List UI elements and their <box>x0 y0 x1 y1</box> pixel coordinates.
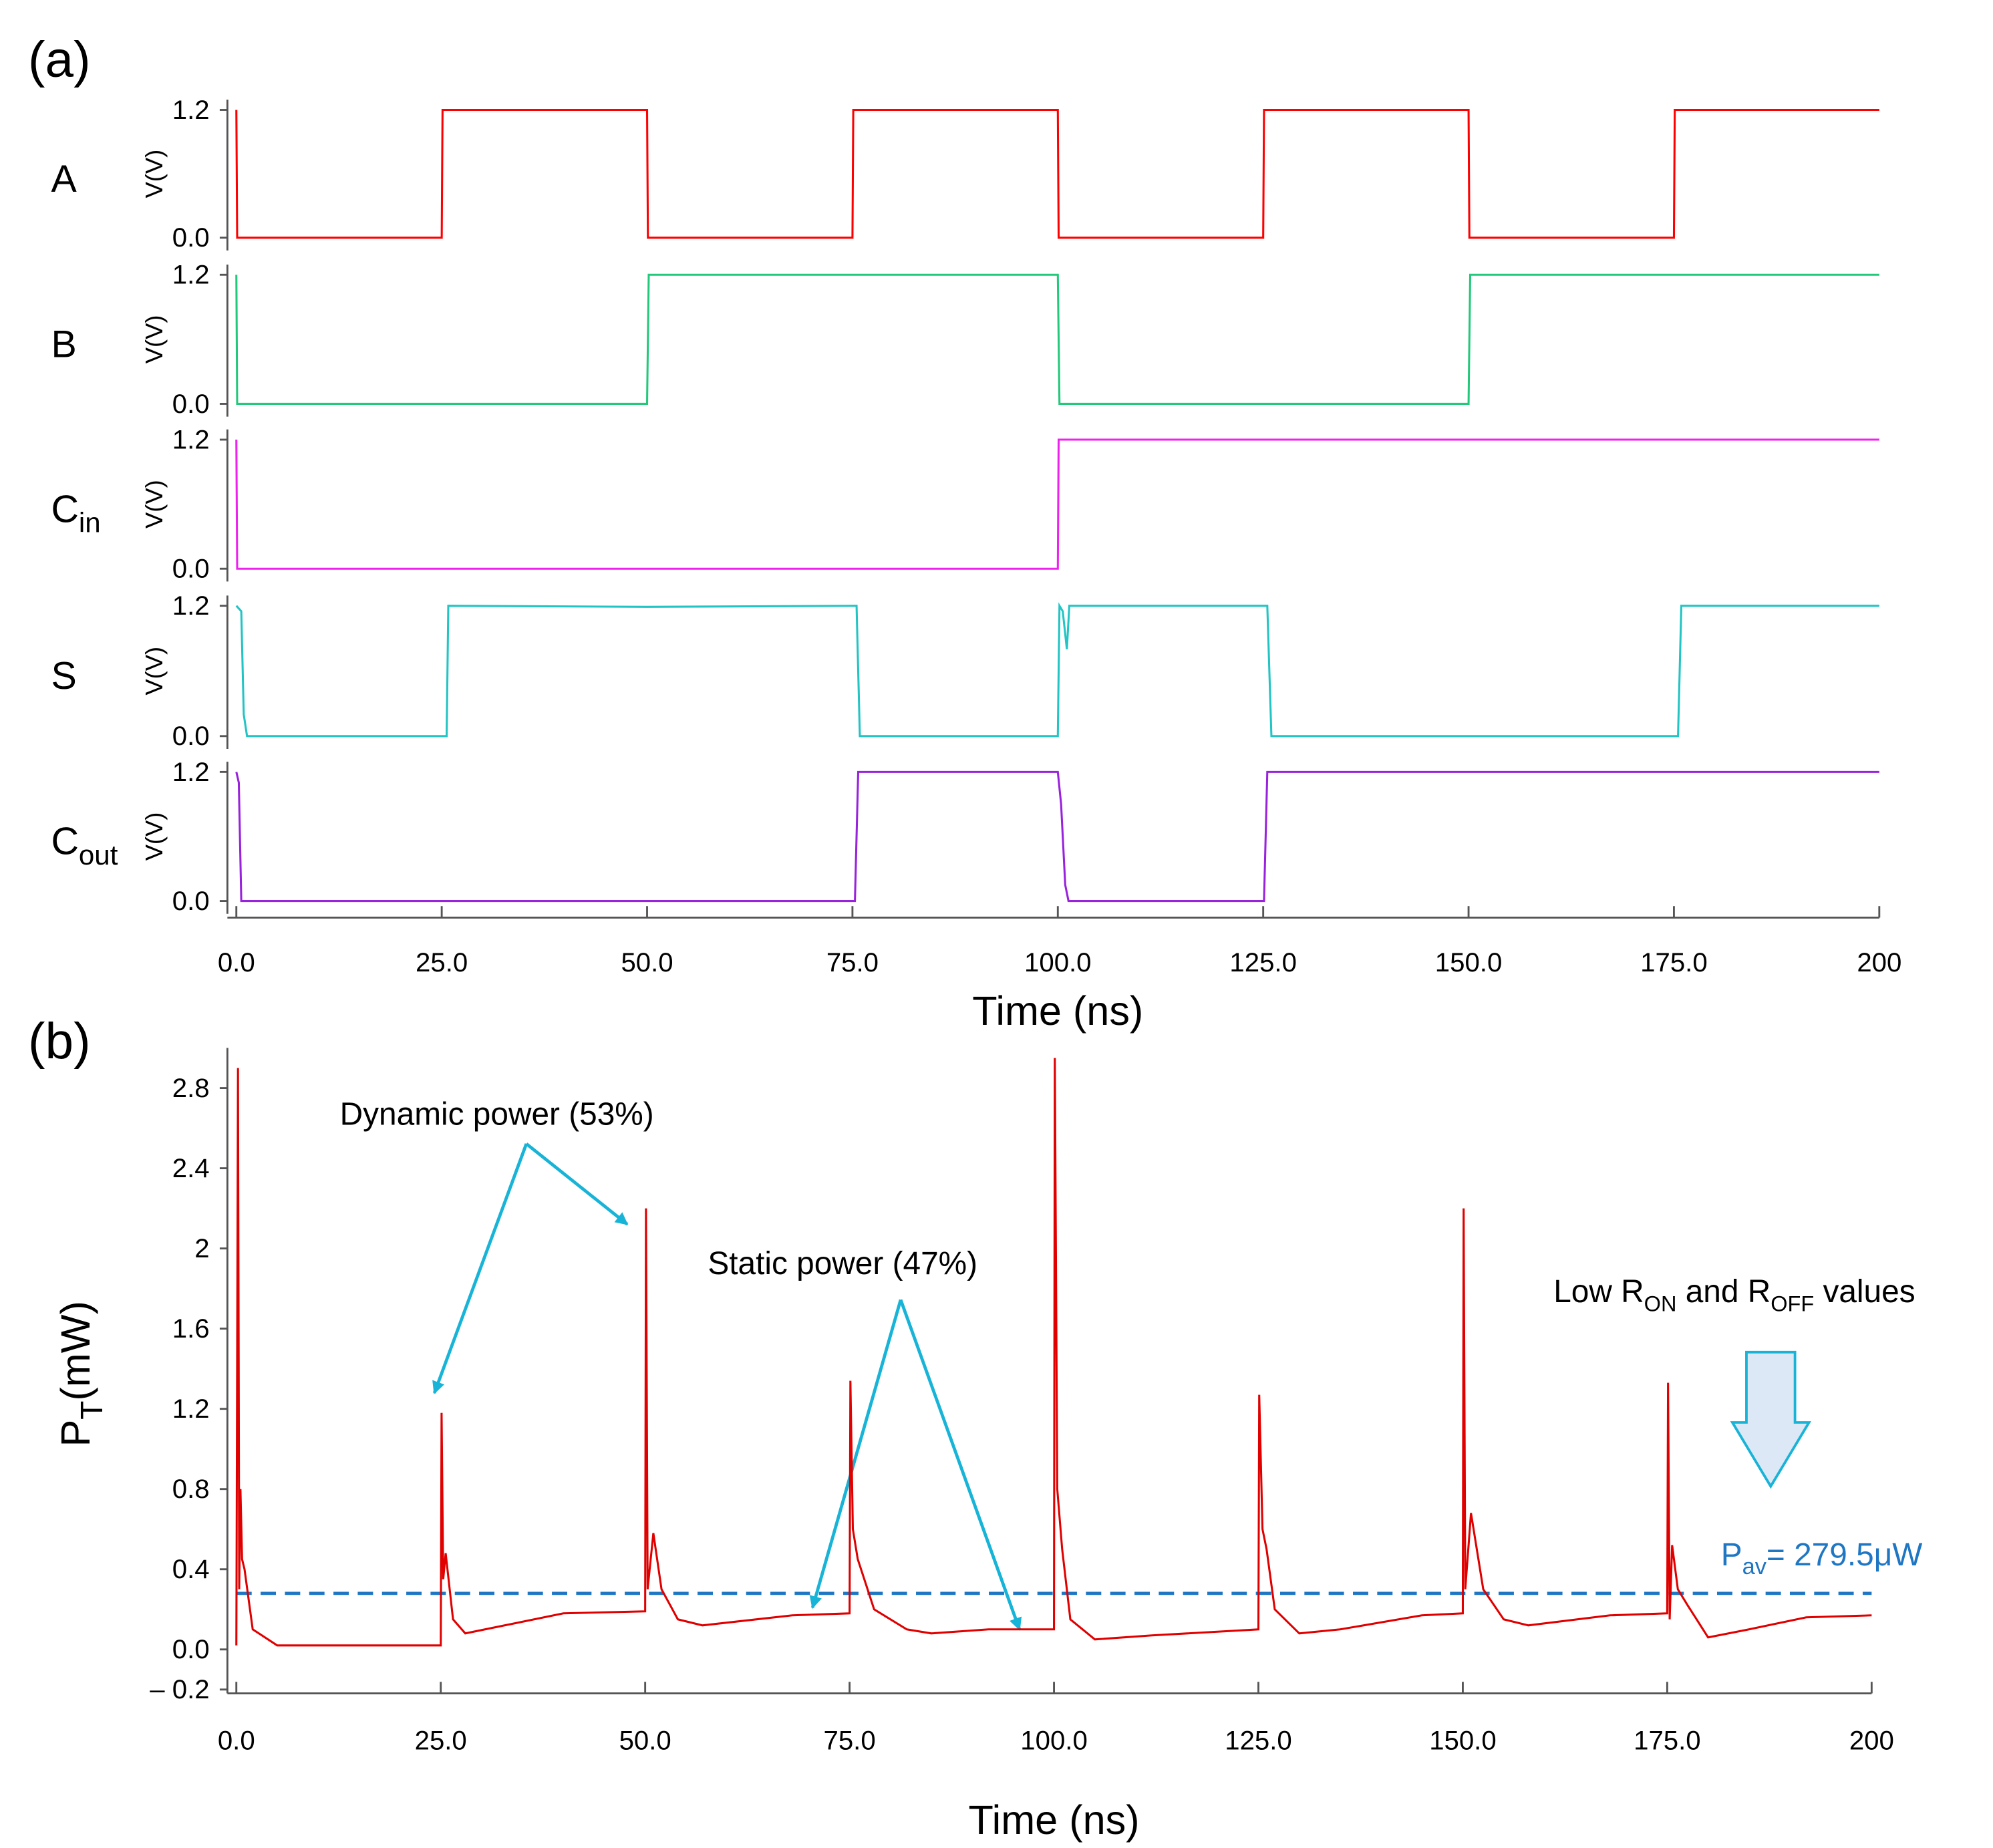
arrow <box>809 1299 903 1609</box>
x-tick-label: 100.0 <box>1024 947 1091 977</box>
trace <box>235 1058 1872 1647</box>
x-tick-label: 150.0 <box>1435 947 1502 977</box>
text-part: T <box>74 1401 109 1420</box>
text-part: av <box>1742 1554 1767 1579</box>
x-tick-label: 200 <box>1849 1726 1894 1756</box>
annotation: Dynamic power (53%) <box>340 1096 654 1132</box>
x-tick-label: 0.0 <box>218 947 255 977</box>
label: Cin <box>51 488 100 538</box>
y-axis-label: V(V) <box>140 812 168 861</box>
y-tick-label: 1.2 <box>172 757 210 787</box>
y-tick-label: 1.2 <box>172 260 210 290</box>
x-tick-label: 175.0 <box>1640 947 1707 977</box>
label: B <box>51 323 76 366</box>
y-tick-label: 0.0 <box>172 554 210 584</box>
y-tick-label: 1.2 <box>172 591 210 621</box>
label: Cout <box>51 820 118 871</box>
annotation: Low RON and ROFF values <box>1553 1274 1915 1316</box>
trace <box>235 602 1879 738</box>
x-tick-label: 0.0 <box>218 1726 255 1756</box>
trace <box>235 273 1879 405</box>
label: Pav= 279.5μW <box>1721 1537 1923 1579</box>
text-part: P <box>53 1420 98 1447</box>
arrow <box>432 1143 528 1394</box>
y-tick-label: 1.2 <box>172 1394 210 1424</box>
text-part: OFF <box>1771 1292 1814 1316</box>
y-tick-label: 2 <box>194 1233 209 1263</box>
y-axis-label: V(V) <box>140 480 168 528</box>
annotations: Dynamic power (53%) Static power (47%) L… <box>340 1096 1915 1631</box>
text-part: P <box>1721 1537 1742 1573</box>
x-tick-label: 25.0 <box>416 947 468 977</box>
x-tick-label: 75.0 <box>826 947 879 977</box>
x-axis-label: Time (ns) <box>969 1797 1140 1843</box>
y-tick-label: 0.4 <box>172 1554 210 1584</box>
x-tick-label: 25.0 <box>415 1726 467 1756</box>
y-tick-label: 1.2 <box>172 95 210 125</box>
text-part: C <box>51 820 78 863</box>
y-tick-label: 0.0 <box>172 721 210 751</box>
x-tick-label: 100.0 <box>1020 1726 1087 1756</box>
text-part: C <box>51 488 78 530</box>
x-axis-label: Time (ns) <box>972 988 1143 1034</box>
text-part: values <box>1814 1274 1915 1310</box>
arrow <box>525 1142 629 1226</box>
annotation: Static power (47%) <box>708 1246 977 1281</box>
x-tick-label: 200 <box>1857 947 1901 977</box>
x-tick-label: 50.0 <box>619 1726 671 1756</box>
y-tick-label: 2.8 <box>172 1073 210 1103</box>
text-part: and R <box>1676 1274 1771 1310</box>
trace <box>235 108 1879 239</box>
y-tick-label: 0.8 <box>172 1474 210 1504</box>
x-tick-label: 125.0 <box>1225 1726 1291 1756</box>
y-axis-label: V(V) <box>140 647 168 696</box>
x-tick-label: 50.0 <box>621 947 673 977</box>
y-tick-label: 0.0 <box>172 222 210 253</box>
panel-label: (a) <box>28 31 90 88</box>
y-tick-label: 0.0 <box>172 1634 210 1664</box>
panel-label: (b) <box>28 1013 90 1070</box>
x-tick-label: 125.0 <box>1229 947 1296 977</box>
y-tick-label: 0.0 <box>172 886 210 916</box>
text-part: ON <box>1644 1292 1677 1316</box>
y-tick-label: – 0.2 <box>150 1674 209 1704</box>
arrow <box>899 1299 1022 1631</box>
x-tick-label: 150.0 <box>1429 1726 1496 1756</box>
y-tick-label: 1.6 <box>172 1314 210 1344</box>
trace <box>235 438 1879 570</box>
text-part: S <box>51 655 76 698</box>
x-tick-label: 175.0 <box>1634 1726 1700 1756</box>
text-part: (mW) <box>53 1301 98 1401</box>
y-axis-label: V(V) <box>140 315 168 364</box>
text-part: in <box>79 507 101 538</box>
text-part: Low R <box>1553 1274 1644 1310</box>
label: A <box>51 158 77 200</box>
text-part: = 279.5μW <box>1767 1537 1922 1573</box>
y-axis-label: V(V) <box>140 150 168 198</box>
trace <box>235 770 1879 903</box>
text-part: B <box>51 323 76 366</box>
y-tick-label: 1.2 <box>172 424 210 454</box>
x-tick-label: 75.0 <box>824 1726 876 1756</box>
label: PT(mW) <box>53 1301 109 1446</box>
block-arrow <box>1730 1350 1812 1489</box>
label: S <box>51 655 76 698</box>
y-tick-label: 0.0 <box>172 389 210 419</box>
y-tick-label: 2.4 <box>172 1153 210 1183</box>
text-part: out <box>79 839 118 871</box>
text-part: A <box>51 158 77 200</box>
